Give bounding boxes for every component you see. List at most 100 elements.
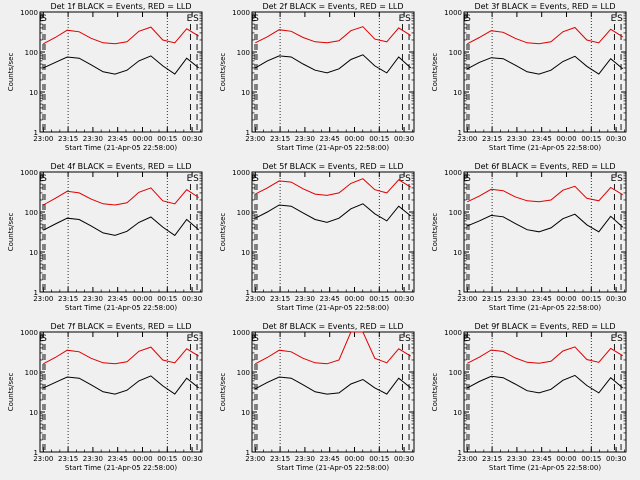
y-tick-label: 1 [458, 129, 462, 137]
event-marker-label: E [251, 334, 257, 344]
x-axis-label: Start Time (21-Apr-05 22:58:00) [277, 464, 389, 472]
event-marker-label: E [463, 14, 469, 24]
event-marker-label: S [253, 14, 259, 24]
events-series-line [43, 375, 200, 395]
event-marker-label: S [405, 174, 411, 184]
y-tick-label: 1000 [444, 169, 462, 177]
x-tick-label: 00:30 [606, 455, 626, 463]
events-series-line [255, 203, 412, 223]
event-marker-label: E [39, 334, 45, 344]
x-axis-label: Start Time (21-Apr-05 22:58:00) [65, 144, 177, 152]
x-axis-label: Start Time (21-Apr-05 22:58:00) [65, 304, 177, 312]
event-marker-label: S [193, 334, 199, 344]
event-marker-label: E [187, 14, 193, 24]
x-axis-label: Start Time (21-Apr-05 22:58:00) [489, 464, 601, 472]
y-axis-label: Counts/sec [7, 373, 15, 412]
event-marker-label: E [463, 334, 469, 344]
lld-series-line [255, 331, 411, 365]
chart-panel: Det 5f BLACK = Events, RED = LLD 1 10 100 10… [219, 162, 415, 312]
x-tick-label: 00:00 [132, 455, 152, 463]
x-tick-label: 23:45 [320, 455, 340, 463]
event-marker-label: S [617, 334, 623, 344]
x-tick-label: 23:45 [320, 295, 340, 303]
event-marker-label: E [39, 14, 45, 24]
y-axis-label: Counts/sec [219, 373, 227, 412]
y-tick-label: 100 [237, 369, 250, 377]
events-series-line [467, 213, 624, 233]
y-tick-label: 1 [34, 289, 38, 297]
y-tick-label: 1000 [444, 329, 462, 337]
event-marker-label: E [187, 334, 193, 344]
x-tick-label: 00:00 [556, 455, 576, 463]
plot-frame [39, 171, 203, 293]
x-tick-label: 23:00 [457, 295, 477, 303]
x-tick-label: 00:30 [182, 295, 202, 303]
x-tick-label: 23:15 [270, 135, 290, 143]
x-tick-label: 00:30 [182, 135, 202, 143]
plot-frame [251, 331, 415, 453]
chart-panel: Det 8f BLACK = Events, RED = LLD 1 10 100 10… [219, 322, 415, 472]
x-tick-label: 23:15 [58, 295, 78, 303]
x-tick-label: 23:30 [507, 455, 527, 463]
chart-panel: Det 7f BLACK = Events, RED = LLD 1 10 100 10… [7, 322, 203, 472]
event-marker-label: E [399, 14, 405, 24]
y-axis-label: Counts/sec [219, 53, 227, 92]
x-tick-label: 00:15 [581, 135, 601, 143]
x-tick-label: 00:00 [344, 455, 364, 463]
events-series-line [255, 376, 412, 395]
event-marker-label: S [405, 334, 411, 344]
y-tick-label: 1 [246, 289, 250, 297]
x-tick-label: 23:15 [482, 135, 502, 143]
x-tick-label: 23:30 [295, 135, 315, 143]
plot-frame [251, 11, 415, 133]
x-tick-label: 23:45 [108, 455, 128, 463]
x-tick-label: 23:15 [482, 455, 502, 463]
plot-frame [39, 331, 203, 453]
x-axis-label: Start Time (21-Apr-05 22:58:00) [489, 304, 601, 312]
chart-panel: Det 1f BLACK = Events, RED = LLD 1 10 100 10… [7, 2, 203, 152]
event-marker-label: S [405, 14, 411, 24]
chart-panel: Det 3f BLACK = Events, RED = LLD 1 10 100 10… [431, 2, 627, 152]
chart-title: Det 2f BLACK = Events, RED = LLD [262, 2, 403, 11]
y-tick-label: 100 [25, 49, 38, 57]
x-tick-label: 23:15 [58, 135, 78, 143]
chart-panel: Det 6f BLACK = Events, RED = LLD 1 10 100 10… [431, 162, 627, 312]
y-tick-label: 10 [29, 409, 38, 417]
x-tick-label: 23:15 [270, 455, 290, 463]
y-tick-label: 1 [458, 449, 462, 457]
event-marker-label: E [611, 14, 617, 24]
y-axis-label: Counts/sec [219, 213, 227, 252]
event-marker-label: S [617, 14, 623, 24]
x-tick-label: 00:15 [369, 135, 389, 143]
x-tick-label: 23:45 [532, 295, 552, 303]
x-axis-label: Start Time (21-Apr-05 22:58:00) [65, 464, 177, 472]
x-tick-label: 00:30 [394, 455, 414, 463]
x-tick-label: 23:15 [58, 455, 78, 463]
plot-frame [463, 331, 627, 453]
y-tick-label: 10 [241, 89, 250, 97]
chart-title: Det 9f BLACK = Events, RED = LLD [474, 322, 615, 331]
plot-frame [251, 171, 415, 293]
x-tick-label: 00:30 [182, 455, 202, 463]
y-axis-label: Counts/sec [7, 53, 15, 92]
y-tick-label: 100 [25, 209, 38, 217]
event-marker-label: E [611, 334, 617, 344]
event-marker-label: S [41, 14, 47, 24]
x-tick-label: 00:00 [556, 295, 576, 303]
chart-title: Det 4f BLACK = Events, RED = LLD [50, 162, 191, 171]
event-marker-label: S [193, 174, 199, 184]
lld-series-line [255, 178, 411, 196]
events-series-line [43, 55, 200, 75]
x-tick-label: 23:15 [270, 295, 290, 303]
x-tick-label: 00:00 [344, 135, 364, 143]
y-tick-label: 1 [246, 129, 250, 137]
x-tick-label: 23:00 [245, 135, 265, 143]
y-tick-label: 10 [29, 249, 38, 257]
event-marker-label: E [611, 174, 617, 184]
event-marker-label: S [465, 14, 471, 24]
x-tick-label: 23:30 [507, 295, 527, 303]
x-tick-label: 23:00 [33, 295, 53, 303]
x-tick-label: 23:45 [108, 135, 128, 143]
event-marker-label: S [41, 334, 47, 344]
